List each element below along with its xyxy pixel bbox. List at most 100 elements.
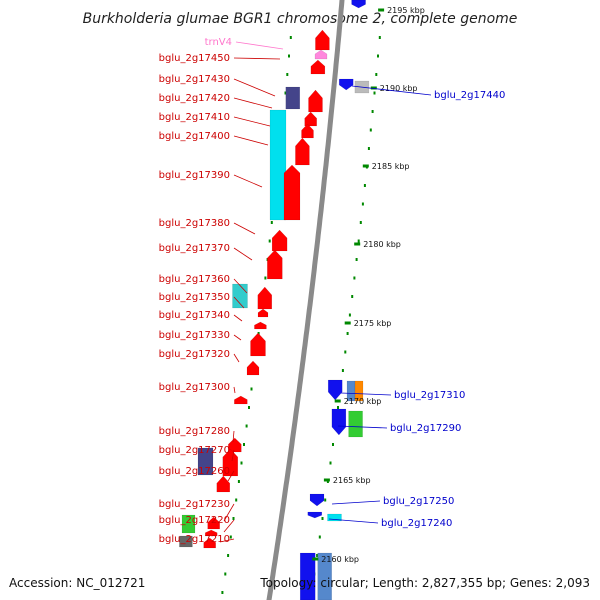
gene-label-left: bglu_2g17400 <box>159 131 230 142</box>
outer-tick <box>375 73 378 76</box>
blue-gene-feature <box>331 408 347 436</box>
blue-gene-feature <box>351 0 366 9</box>
leader-line <box>337 425 388 429</box>
outer-tick <box>316 554 319 557</box>
gene-label-right: bglu_2g17290 <box>390 423 461 434</box>
leader-line <box>233 97 273 109</box>
kbp-tick-mark <box>312 557 319 561</box>
red-gene-feature <box>216 475 231 493</box>
inner-tick <box>237 480 240 483</box>
leader-line <box>223 519 235 533</box>
outer-tick <box>367 147 370 150</box>
red-gene-feature <box>315 29 330 51</box>
outer-tick <box>369 128 372 132</box>
kbp-tick-label: 2180 kbp <box>363 240 401 249</box>
blue-gene-feature <box>309 493 325 507</box>
green-gene-feature <box>348 410 363 438</box>
red-gene-feature <box>257 286 273 310</box>
gene-label-left: bglu_2g17410 <box>159 112 230 123</box>
red-gene-feature <box>250 332 266 357</box>
red-gene-feature <box>310 59 326 75</box>
red-gene-feature <box>308 89 323 113</box>
outer-tick <box>332 443 334 446</box>
red-gene-feature <box>246 360 260 376</box>
outer-tick <box>377 54 379 58</box>
outer-tick <box>353 276 356 280</box>
leader-line <box>328 518 379 524</box>
outer-tick <box>357 239 360 243</box>
inner-tick <box>243 443 245 446</box>
inner-tick <box>240 461 243 465</box>
inner-tick <box>270 221 273 224</box>
accession-text: Accession: NC_012721 <box>9 576 145 590</box>
rna-label: trnV4 <box>205 37 232 48</box>
right-gene-labels: bglu_2g17440 bglu_2g17310 bglu_2g17290bglu… <box>328 85 505 529</box>
red-gene-feature <box>257 308 269 318</box>
gene-label-left: bglu_2g17390 <box>159 170 230 181</box>
backbone-line <box>266 0 345 600</box>
kbp-tick-label: 2160 kbp <box>321 555 359 564</box>
gene-label-left: bglu_2g17430 <box>159 74 230 85</box>
inner-tick <box>248 406 250 409</box>
red-gene-feature <box>234 395 248 405</box>
outer-tick <box>324 498 327 502</box>
kbp-tick-mark <box>354 242 361 246</box>
outer-tick <box>344 350 347 354</box>
inner-tick <box>288 54 290 58</box>
gene-label-left: bglu_2g17380 <box>159 218 230 229</box>
gene-features <box>179 0 370 600</box>
leader-line <box>233 296 245 309</box>
inner-tick <box>235 498 238 502</box>
inner-tick <box>268 239 271 243</box>
inner-tick <box>284 91 287 95</box>
gene-label-left: bglu_2g17260 <box>159 466 230 477</box>
inner-tick <box>227 554 230 557</box>
leader-line <box>233 278 248 294</box>
blue-gene-feature <box>299 552 316 600</box>
red-gene-feature <box>304 111 317 127</box>
inner-tick <box>289 36 292 39</box>
gene-label-left: bglu_2g17270 <box>159 445 230 456</box>
leader-line <box>235 41 284 50</box>
leader-line <box>233 353 240 363</box>
gene-label-left: bglu_2g17420 <box>159 93 230 104</box>
leader-line <box>219 538 235 543</box>
outer-tick <box>355 258 358 261</box>
outer-tick <box>351 295 354 298</box>
leader-line <box>340 392 392 396</box>
pink-gene-feature <box>314 49 328 60</box>
navy-gene-feature <box>197 447 214 476</box>
red-gene-feature <box>207 516 220 530</box>
leader-line <box>233 116 271 127</box>
outer-tick <box>329 461 332 465</box>
red-gene-feature <box>204 529 218 537</box>
leader-line <box>233 57 281 60</box>
gene-label-left: bglu_2g17320 <box>159 349 230 360</box>
leader-line <box>331 500 381 505</box>
outer-tick <box>378 36 381 39</box>
red-gene-feature <box>254 321 267 330</box>
navy-gene-feature <box>285 86 301 110</box>
inner-tick <box>232 517 235 520</box>
outer-tick <box>318 535 321 539</box>
kbp-tick-mark <box>378 8 385 12</box>
inner-tick <box>221 591 224 594</box>
gene-label-left: bglu_2g17330 <box>159 330 230 341</box>
leader-line <box>233 334 242 341</box>
orange-gene-feature <box>354 380 364 402</box>
outer-tick <box>359 221 362 224</box>
outer-tick <box>321 517 324 520</box>
leader-line <box>233 314 243 322</box>
inner-tick <box>224 572 227 576</box>
leader-line <box>227 470 235 482</box>
kbp-scale: 2195 kbp 2190 kbp 2185 kbp 2180 kbp 2175 kbp… <box>312 6 425 564</box>
outer-tick <box>371 110 374 113</box>
leader-line <box>223 503 235 522</box>
gene-label-left: bglu_2g17280 <box>159 426 230 437</box>
gene-label-left: bglu_2g17360 <box>159 274 230 285</box>
outer-tick <box>341 369 344 372</box>
outer-tick <box>337 406 339 409</box>
inner-tick <box>257 332 260 335</box>
blue-gene-feature <box>338 78 354 91</box>
genome-summary-text: Topology: circular; Length: 2,827,355 bp… <box>259 576 590 590</box>
